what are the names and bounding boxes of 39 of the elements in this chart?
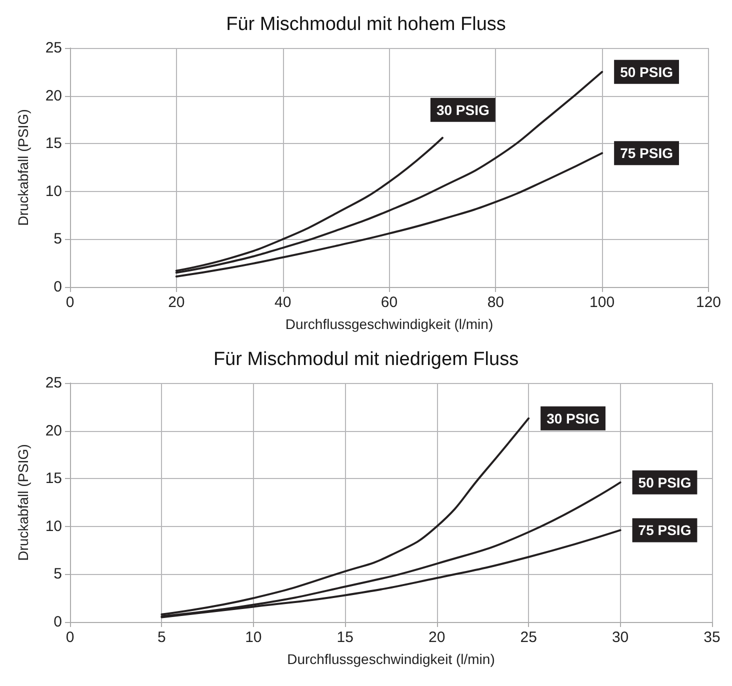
chart-title: Für Mischmodul mit niedrigem Fluss bbox=[213, 349, 519, 370]
y-tick-label: 0 bbox=[54, 278, 62, 296]
y-tick-label: 15 bbox=[45, 135, 62, 152]
series-label: 75 PSIG bbox=[620, 145, 674, 162]
x-tick-label: 20 bbox=[168, 294, 185, 311]
y-tick-label: 5 bbox=[54, 566, 62, 583]
y-tick-label: 15 bbox=[45, 470, 62, 488]
x-tick-label: 0 bbox=[66, 294, 74, 311]
x-tick-label: 15 bbox=[336, 629, 354, 646]
series-label: 30 PSIG bbox=[436, 102, 490, 118]
series-label: 30 PSIG bbox=[546, 410, 600, 426]
y-tick-label: 20 bbox=[45, 422, 62, 440]
x-tick-label: 40 bbox=[274, 294, 292, 311]
y-tick-label: 0 bbox=[54, 614, 62, 630]
y-tick-label: 10 bbox=[45, 518, 62, 535]
x-tick-label: 120 bbox=[696, 294, 721, 311]
x-tick-label: 5 bbox=[158, 629, 166, 646]
x-tick-label: 25 bbox=[520, 629, 537, 646]
x-tick-label: 0 bbox=[66, 629, 74, 646]
x-tick-label: 60 bbox=[380, 294, 398, 311]
series-label: 50 PSIG bbox=[638, 474, 692, 490]
y-axis-title: Druckabfall (PSIG) bbox=[15, 109, 31, 226]
x-axis-title: Durchflussgeschwindigkeit (l/min) bbox=[285, 316, 494, 332]
y-tick-label: 5 bbox=[54, 230, 62, 248]
y-tick-label: 25 bbox=[45, 374, 62, 392]
x-tick-label: 80 bbox=[487, 294, 504, 311]
y-tick-label: 20 bbox=[45, 87, 62, 104]
x-tick-label: 10 bbox=[245, 629, 262, 646]
x-tick-label: 35 bbox=[704, 629, 720, 646]
chart-title: Für Mischmodul mit hohem Fluss bbox=[226, 14, 506, 35]
x-tick-label: 20 bbox=[428, 629, 446, 646]
y-tick-label: 25 bbox=[45, 40, 62, 56]
series-label: 50 PSIG bbox=[620, 64, 674, 80]
x-tick-label: 100 bbox=[590, 294, 615, 311]
series-label: 75 PSIG bbox=[638, 522, 692, 538]
y-axis-title: Druckabfall (PSIG) bbox=[15, 444, 31, 561]
x-axis-title: Durchflussgeschwindigkeit (l/min) bbox=[287, 651, 495, 667]
y-tick-label: 10 bbox=[45, 182, 62, 200]
x-tick-label: 30 bbox=[612, 629, 629, 646]
